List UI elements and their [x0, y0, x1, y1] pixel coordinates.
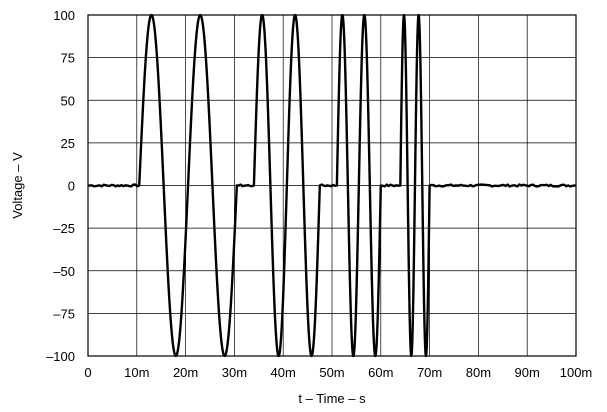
x-tick-labels: 0 10m 20m 30m 40m 50m 60m 70m 80m 90m 100m [84, 365, 592, 380]
x-tick-label: 100m [560, 365, 593, 380]
x-tick-label: 40m [271, 365, 296, 380]
y-tick-labels: 100 75 50 25 0 –25 –50 –75 –100 [46, 8, 75, 364]
x-tick-label: 70m [417, 365, 442, 380]
x-tick-label: 10m [124, 365, 149, 380]
x-tick-label: 30m [222, 365, 247, 380]
x-tick-label: 0 [84, 365, 91, 380]
x-axis-label: t – Time – s [298, 391, 366, 406]
x-tick-label: 80m [466, 365, 491, 380]
y-tick-label: 50 [61, 93, 75, 108]
y-tick-label: –75 [53, 306, 75, 321]
y-tick-label: 0 [68, 179, 75, 194]
y-tick-label: –25 [53, 221, 75, 236]
y-tick-label: –100 [46, 349, 75, 364]
y-axis-label: Voltage – V [10, 152, 25, 219]
x-tick-label: 50m [319, 365, 344, 380]
x-tick-label: 20m [173, 365, 198, 380]
x-tick-label: 60m [368, 365, 393, 380]
y-tick-label: 75 [61, 51, 75, 66]
y-tick-label: –50 [53, 264, 75, 279]
x-tick-label: 90m [515, 365, 540, 380]
y-tick-label: 25 [61, 136, 75, 151]
y-tick-label: 100 [53, 8, 75, 23]
